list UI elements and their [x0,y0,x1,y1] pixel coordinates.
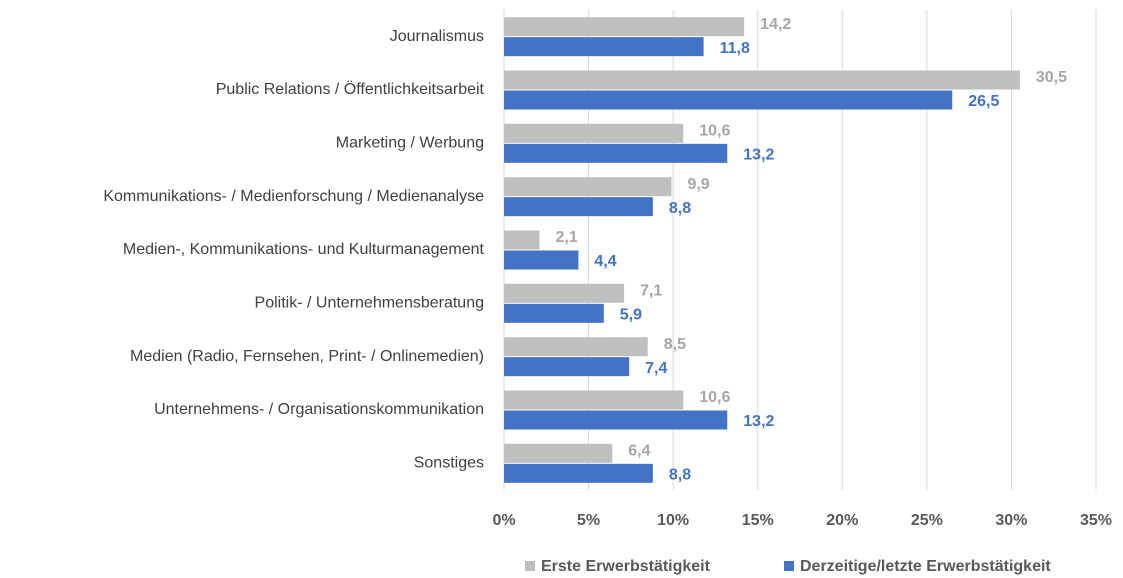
value-label: 26,5 [968,93,999,110]
y-tick-label: Kommunikations- / Medienforschung / Medi… [103,188,484,205]
y-tick-label: Journalismus [390,28,484,45]
value-label: 4,4 [594,253,616,270]
value-label: 10,6 [699,389,730,406]
bar [504,283,625,303]
legend-label: Erste Erwerbstätigkeit [541,558,711,575]
bar [504,390,684,410]
value-label: 8,8 [669,467,691,484]
x-tick-label: 0% [492,512,515,529]
value-label: 6,4 [628,443,650,460]
x-tick-label: 20% [826,512,858,529]
value-label: 10,6 [699,123,730,140]
y-tick-label: Marketing / Werbung [336,135,484,152]
bar [504,37,704,57]
bar [504,443,613,463]
value-label: 8,8 [669,200,691,217]
x-tick-label: 30% [995,512,1027,529]
bar [504,143,728,163]
bar [504,70,1020,90]
bar [504,250,579,270]
legend-swatch [784,561,794,571]
value-label: 7,1 [640,283,662,300]
legend-label: Derzeitige/letzte Erwerbstätigkeit [800,558,1051,575]
bar [504,17,745,37]
bar [504,90,953,110]
bar [504,337,648,357]
value-label: 13,2 [743,413,774,430]
value-label: 14,2 [760,16,791,33]
bar [504,197,653,217]
x-tick-label: 10% [657,512,689,529]
value-label: 7,4 [645,360,667,377]
y-tick-label: Medien-, Kommunikations- und Kulturmanag… [123,241,485,258]
bar [504,303,604,323]
y-tick-label: Medien (Radio, Fernsehen, Print- / Onlin… [130,348,484,365]
y-tick-label: Public Relations / Öffentlichkeitsarbeit [216,80,485,98]
bar [504,123,684,143]
bar [504,463,653,483]
value-label: 2,1 [556,229,578,246]
value-label: 30,5 [1036,69,1067,86]
y-tick-label: Sonstiges [414,455,484,472]
bar [504,357,630,377]
value-label: 9,9 [687,176,709,193]
x-tick-label: 5% [577,512,600,529]
value-label: 8,5 [664,336,686,353]
x-tick-label: 15% [742,512,774,529]
bar [504,177,672,197]
y-tick-label: Politik- / Unternehmensberatung [255,295,484,312]
x-tick-label: 25% [911,512,943,529]
value-label: 5,9 [620,307,642,324]
value-label: 11,8 [720,40,750,57]
y-tick-label: Unternehmens- / Organisationskommunikati… [154,401,484,418]
value-label: 13,2 [743,147,774,164]
bar [504,230,540,250]
x-tick-label: 35% [1080,512,1112,529]
legend-swatch [525,561,535,571]
bar [504,410,728,430]
